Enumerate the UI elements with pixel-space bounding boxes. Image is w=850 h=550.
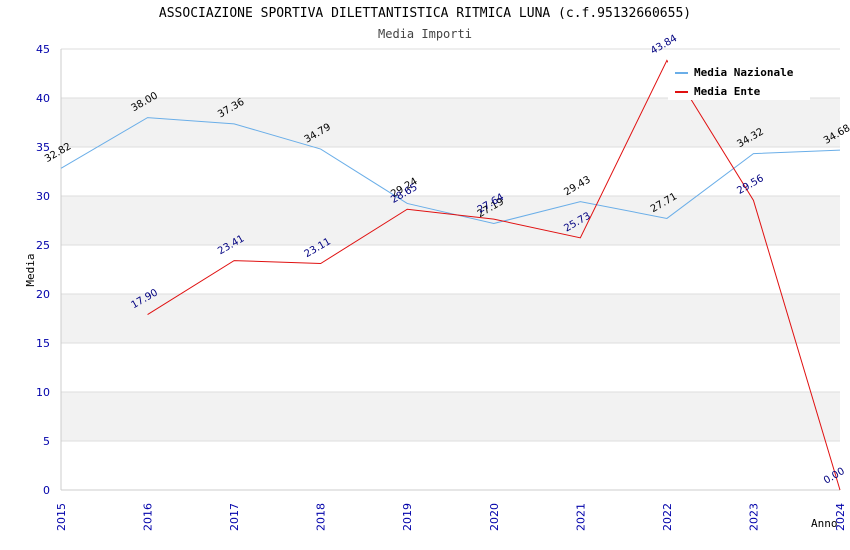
grid-band [61, 98, 840, 147]
y-tick-label: 35 [36, 141, 50, 154]
x-tick-label: 2024 [834, 503, 847, 531]
grid-lines [61, 48, 840, 491]
x-tick-label: 2020 [488, 503, 501, 531]
legend: Media Nazionale Media Ente [668, 58, 810, 100]
chart-subtitle: Media Importi [378, 27, 472, 41]
legend-label: Media Nazionale [694, 66, 794, 79]
data-label: 29.56 [735, 173, 765, 197]
legend-background [668, 58, 810, 100]
grid-bands [61, 98, 840, 441]
y-tick-label: 10 [36, 386, 50, 399]
x-tick-label: 2015 [55, 503, 68, 531]
series-lines [60, 59, 841, 491]
y-tick-labels: 0 5 10 15 20 25 30 35 40 45 [36, 43, 50, 497]
data-label: 0.00 [822, 466, 847, 487]
x-tick-label: 2016 [142, 503, 155, 531]
legend-label: Media Ente [694, 85, 761, 98]
x-tick-label: 2019 [401, 503, 414, 531]
y-tick-label: 40 [36, 92, 50, 105]
x-tick-label: 2018 [315, 503, 328, 531]
x-tick-label: 2023 [747, 503, 760, 531]
y-tick-label: 15 [36, 337, 50, 350]
data-label: 43.84 [649, 33, 679, 57]
x-axis-label: Anno [811, 517, 838, 530]
y-tick-label: 45 [36, 43, 50, 56]
x-tick-label: 2022 [661, 503, 674, 531]
x-tick-label: 2021 [574, 503, 587, 531]
axes [60, 49, 840, 491]
y-axis-label: Media [24, 253, 37, 286]
grid-band [61, 392, 840, 441]
y-tick-label: 20 [36, 288, 50, 301]
y-tick-label: 30 [36, 190, 50, 203]
y-tick-label: 25 [36, 239, 50, 252]
y-tick-label: 0 [43, 484, 50, 497]
x-tick-labels: 2015 2016 2017 2018 2019 2020 2021 2022 2023 2024 [55, 503, 847, 531]
data-label: 29.43 [562, 174, 592, 198]
grid-band [61, 196, 840, 245]
chart-title: ASSOCIAZIONE SPORTIVA DILETTANTISTICA RI… [158, 6, 692, 21]
y-tick-label: 5 [43, 435, 50, 448]
series-line-media-nazionale [60, 117, 841, 225]
series-line-media-ente [147, 59, 841, 491]
grid-band [61, 294, 840, 343]
x-tick-label: 2017 [228, 503, 241, 531]
